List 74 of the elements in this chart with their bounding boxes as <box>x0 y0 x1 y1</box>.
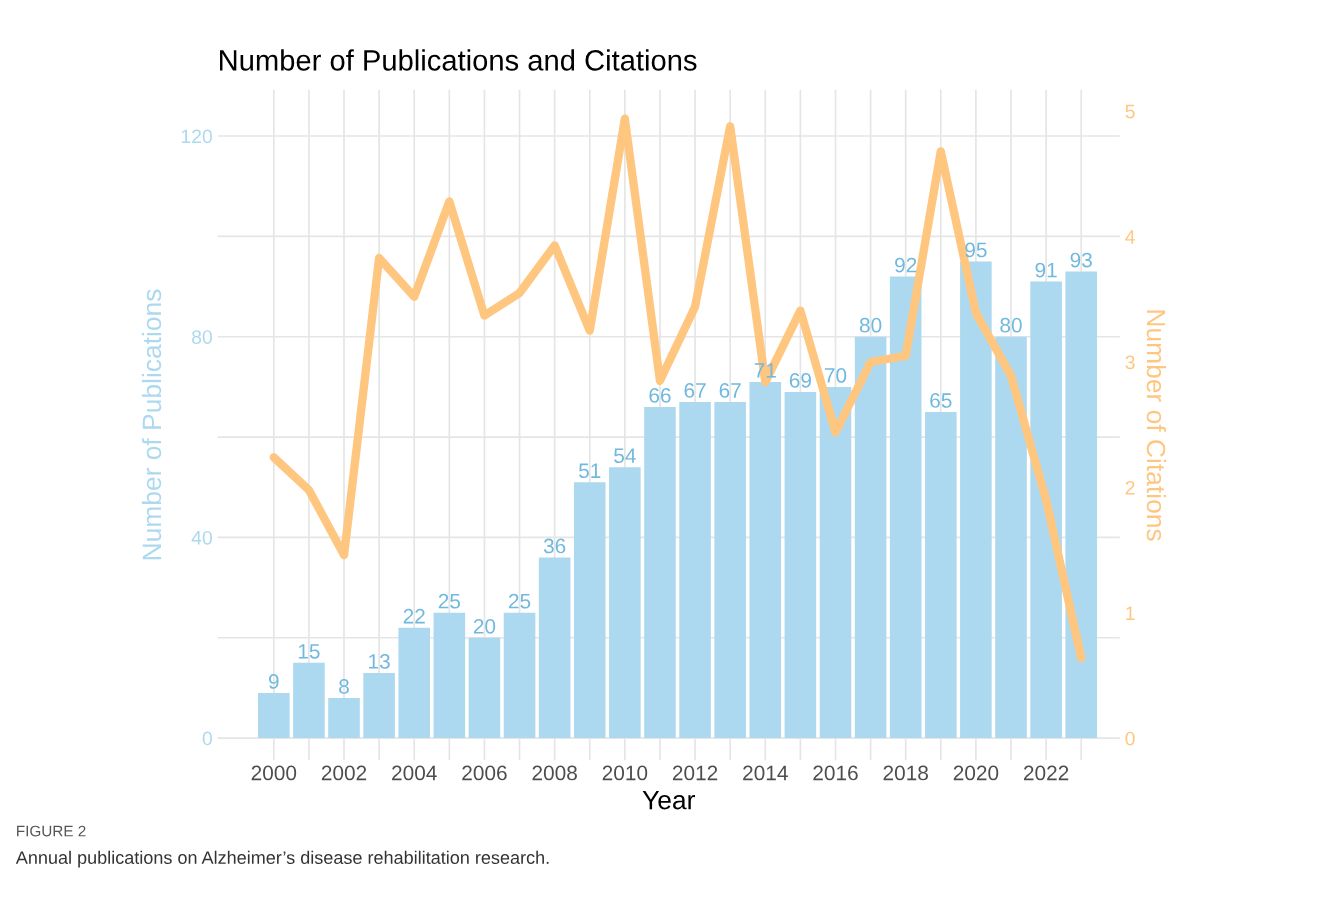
bar <box>503 612 536 739</box>
data-label: 69 <box>789 373 811 388</box>
data-label: 80 <box>859 317 882 333</box>
x-tick-label: 2014 <box>743 765 788 781</box>
bar <box>258 692 290 739</box>
bar <box>819 386 852 739</box>
data-label: 25 <box>509 593 531 609</box>
data-label: 8 <box>339 679 349 694</box>
x-tick-label: 2002 <box>321 765 367 781</box>
data-label: 70 <box>824 368 847 383</box>
x-tick-label: 2016 <box>813 765 858 781</box>
x-tick-label: 2020 <box>953 765 999 781</box>
bar <box>573 482 606 739</box>
y2-axis-title: Number of Citations <box>1146 310 1167 541</box>
bar <box>644 406 676 739</box>
y2-tick-label: 5 <box>1125 104 1135 119</box>
bar <box>995 336 1027 739</box>
bar <box>1065 271 1098 739</box>
caption: FIGURE 2 <box>17 825 86 837</box>
x-tick-label: 2018 <box>883 765 928 781</box>
y2-tick-label: 2 <box>1125 480 1135 495</box>
data-label: 65 <box>930 393 952 408</box>
bar <box>679 401 711 739</box>
bar <box>328 697 360 739</box>
y-tick-label: 0 <box>202 731 213 746</box>
x-tick-label: 2006 <box>462 765 507 781</box>
bar <box>925 411 957 739</box>
data-label: 67 <box>684 383 706 398</box>
bar <box>468 637 501 739</box>
data-label: 9 <box>268 674 279 689</box>
data-label: 67 <box>719 383 741 398</box>
x-tick-label: 2008 <box>532 765 577 781</box>
x-axis-title: Year <box>642 791 695 810</box>
data-label: 36 <box>543 538 566 554</box>
data-label: 51 <box>578 463 601 479</box>
bar <box>784 391 817 739</box>
data-label: 13 <box>369 654 390 669</box>
data-label: 92 <box>895 257 917 273</box>
data-label: 66 <box>649 388 671 403</box>
bar <box>538 557 571 739</box>
bar <box>609 467 641 739</box>
y-tick-label: 80 <box>191 330 213 344</box>
data-label: 25 <box>438 593 461 609</box>
y2-tick-label: 1 <box>1126 606 1135 620</box>
data-label: 54 <box>614 448 636 464</box>
bar <box>293 662 325 739</box>
y2-tick-label: 0 <box>1125 731 1135 746</box>
data-label: 15 <box>298 644 320 659</box>
data-label: 22 <box>403 608 425 624</box>
y-axis-title: Number of Publications <box>141 289 162 560</box>
data-label: 20 <box>473 618 496 634</box>
x-tick-label: 2010 <box>602 765 648 781</box>
bar <box>1030 281 1062 739</box>
x-tick-label: 2004 <box>392 765 437 781</box>
data-label: 80 <box>1000 317 1022 333</box>
y-tick-label: 40 <box>191 530 213 545</box>
data-label: 93 <box>1070 252 1092 268</box>
bar <box>433 612 466 739</box>
chart-title: Number of Publications and Citations <box>220 49 697 71</box>
bar <box>889 276 922 739</box>
bar <box>398 627 431 739</box>
y-tick-label: 120 <box>181 129 213 144</box>
x-tick-label: 2012 <box>672 765 718 781</box>
bar <box>363 672 395 739</box>
y2-tick-label: 4 <box>1125 230 1135 244</box>
bar <box>960 261 992 739</box>
bar <box>749 381 782 739</box>
bar <box>714 401 746 739</box>
y2-tick-label: 3 <box>1125 355 1135 370</box>
text: Annual publications on Alzheimer’s disease rehabilitation research. <box>15 850 549 868</box>
data-label: 91 <box>1035 262 1057 278</box>
bar <box>854 336 887 739</box>
x-tick-label: 2000 <box>251 765 297 781</box>
x-tick-label: 2022 <box>1023 765 1069 781</box>
